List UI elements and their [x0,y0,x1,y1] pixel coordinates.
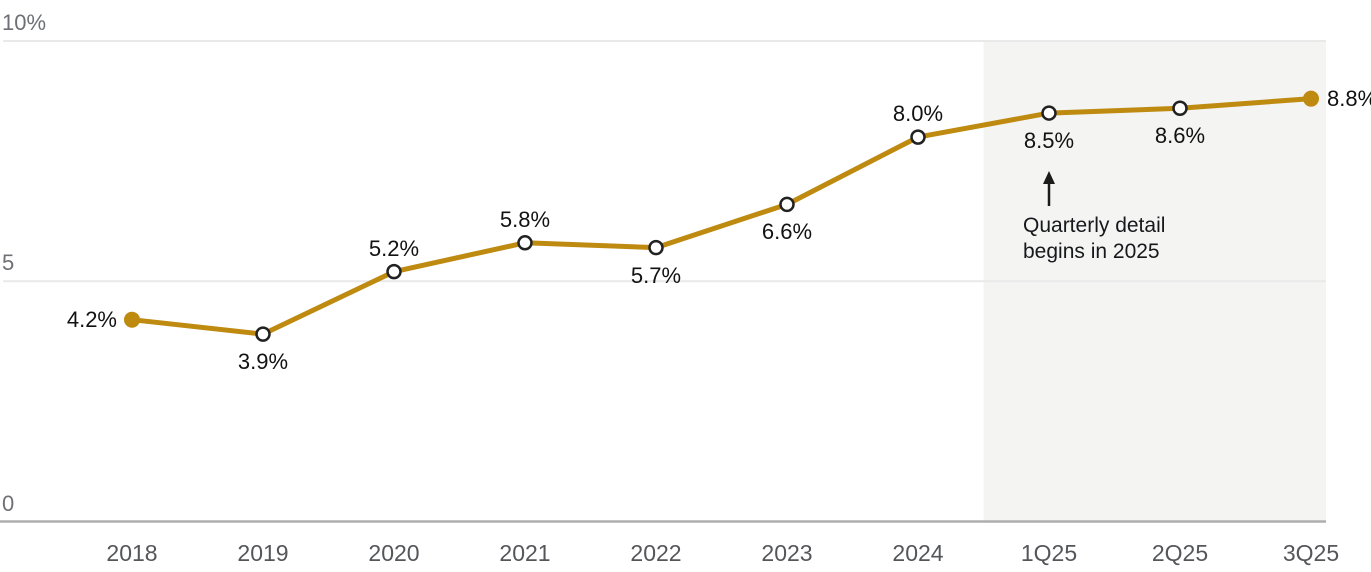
data-point-label: 8.0% [892,101,944,127]
data-point-marker-2018 [124,311,140,328]
x-axis-tick-label: 2018 [106,540,158,566]
x-axis-tick-label: 2024 [892,540,944,566]
x-axis-tick-label: 2Q25 [1151,540,1209,566]
data-point-marker-2020 [386,263,402,280]
data-point-marker-2019 [255,326,271,342]
data-point-label: 6.6% [761,219,813,245]
x-axis-tick-label: 2023 [761,540,813,566]
data-point-marker-3Q25 [1303,90,1319,107]
data-point-label: 5.7% [630,262,682,288]
y-axis-tick-label: 0 [2,490,15,516]
data-point-label: 3.9% [237,349,289,375]
data-point-marker-2024 [910,129,926,145]
x-axis-tick-label: 2020 [368,540,420,566]
data-point-label: 4.2% [66,306,117,332]
x-axis-tick-label: 2021 [499,540,551,566]
trend-line [129,96,1314,337]
data-point-marker-2023 [779,196,795,213]
annotation-arrow-head-icon [1043,171,1055,184]
x-axis-tick-label: 1Q25 [1020,540,1078,566]
annotation-text: Quarterly detail begins in 2025 [1023,213,1165,265]
data-point-label: 5.8% [499,206,551,232]
data-point-marker-1Q25 [1041,105,1057,121]
data-point-label: 8.8% [1327,85,1371,111]
data-point-marker-2021 [517,235,533,251]
data-point-label: 5.2% [368,235,420,261]
data-point-marker-2Q25 [1172,100,1188,117]
y-axis-tick-label: 10% [2,10,47,35]
annotation-text-line: begins in 2025 [1023,240,1160,263]
data-point-marker-2022 [648,239,664,256]
x-axis-tick-label: 2022 [630,540,682,566]
annotation-text-line: Quarterly detail [1023,214,1166,237]
x-axis-tick-label: 2019 [237,540,289,566]
x-axis-tick-label: 3Q25 [1282,540,1340,566]
y-axis-tick-label: 5 [2,250,15,276]
data-point-label: 8.6% [1154,123,1206,149]
data-point-label: 8.5% [1023,128,1075,154]
